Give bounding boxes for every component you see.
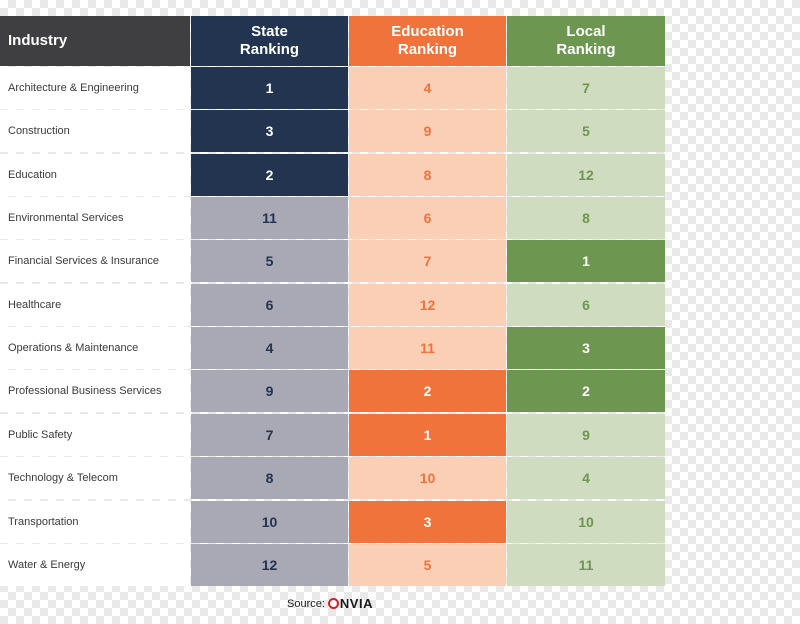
local-ranking-cell: 2 [507,370,665,413]
local-ranking-cell: 8 [507,197,665,240]
header-local-line1: Local [566,23,606,40]
header-row: Industry State Ranking Education Ranking… [0,16,666,66]
industry-label: Education [0,153,190,196]
education-ranking-cell: 9 [349,110,506,153]
state-ranking-cell: 3 [191,110,348,153]
industry-label: Technology & Telecom [0,457,190,500]
state-ranking-cell: 4 [191,327,348,370]
industry-label: Construction [0,110,190,153]
industry-label: Architecture & Engineering [0,67,190,109]
header-education-ranking: Education Ranking [349,16,506,66]
education-ranking-cell: 4 [349,67,506,109]
table-row: Environmental Services 11 6 8 [0,197,666,240]
onvia-logo: NVIA [327,596,373,611]
local-ranking-cell: 12 [507,153,665,196]
industry-label: Public Safety [0,413,190,456]
state-ranking-cell: 8 [191,457,348,500]
industry-label: Healthcare [0,283,190,326]
table-row: Professional Business Services 9 2 2 [0,370,666,413]
local-ranking-cell: 9 [507,413,665,456]
industry-label: Financial Services & Insurance [0,240,190,283]
education-ranking-cell: 6 [349,197,506,240]
state-ranking-cell: 5 [191,240,348,283]
table-row: Architecture & Engineering 1 4 7 [0,67,666,109]
education-ranking-cell: 11 [349,327,506,370]
table-row: Healthcare 6 12 6 [0,283,666,326]
education-ranking-cell: 8 [349,153,506,196]
industry-label: Environmental Services [0,197,190,240]
local-ranking-cell: 5 [507,110,665,153]
education-ranking-cell: 7 [349,240,506,283]
local-ranking-cell: 4 [507,457,665,500]
education-ranking-cell: 3 [349,500,506,543]
header-industry-label: Industry [8,32,68,49]
state-ranking-cell: 12 [191,543,348,586]
industry-label: Water & Energy [0,543,190,586]
table-row: Transportation 10 3 10 [0,500,666,543]
local-ranking-cell: 6 [507,283,665,326]
state-ranking-cell: 9 [191,370,348,413]
education-ranking-cell: 12 [349,283,506,326]
logo-o-icon [327,598,339,609]
header-local-ranking: Local Ranking [507,16,665,66]
table-row: Construction 3 9 5 [0,110,666,153]
local-ranking-cell: 1 [507,240,665,283]
table-row: Water & Energy 12 5 11 [0,543,666,586]
source-label: Source: [287,597,325,610]
table-row: Technology & Telecom 8 10 4 [0,457,666,500]
source-credit: Source: NVIA [287,596,373,611]
header-state-line2: Ranking [239,41,300,58]
education-ranking-cell: 5 [349,543,506,586]
state-ranking-cell: 2 [191,153,348,196]
education-ranking-cell: 2 [349,370,506,413]
education-ranking-cell: 1 [349,413,506,456]
local-ranking-cell: 7 [507,67,665,109]
state-ranking-cell: 11 [191,197,348,240]
table-row: Public Safety 7 1 9 [0,413,666,456]
industry-label: Operations & Maintenance [0,327,190,370]
education-ranking-cell: 10 [349,457,506,500]
header-state-line1: State [251,23,288,40]
local-ranking-cell: 11 [507,543,665,586]
table-row: Education 2 8 12 [0,153,666,196]
header-local-line2: Ranking [556,41,616,58]
state-ranking-cell: 10 [191,500,348,543]
table-row: Operations & Maintenance 4 11 3 [0,327,666,370]
table-row: Financial Services & Insurance 5 7 1 [0,240,666,283]
header-education-line2: Ranking [397,41,458,58]
local-ranking-cell: 3 [507,327,665,370]
state-ranking-cell: 7 [191,413,348,456]
header-industry: Industry [0,16,190,66]
local-ranking-cell: 10 [507,500,665,543]
header-education-line1: Education [391,23,464,40]
header-state-ranking: State Ranking [191,16,348,66]
state-ranking-cell: 6 [191,283,348,326]
industry-label: Transportation [0,500,190,543]
logo-text: NVIA [339,596,373,611]
industry-label: Professional Business Services [0,370,190,413]
state-ranking-cell: 1 [191,67,348,109]
